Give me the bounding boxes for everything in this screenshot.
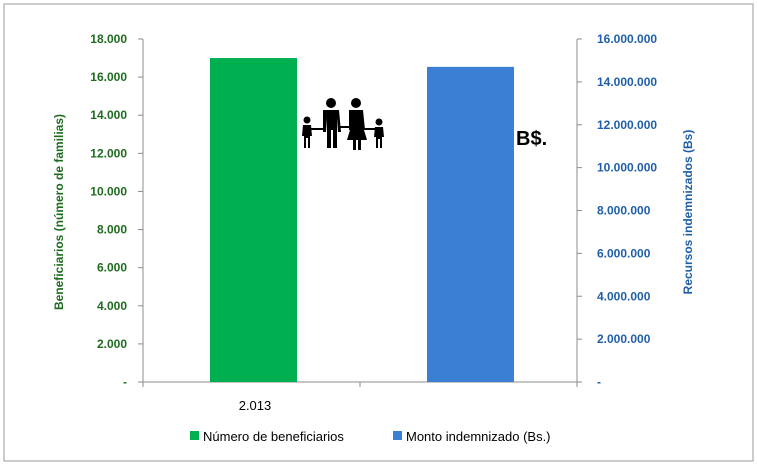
left-tick-label: - — [123, 375, 127, 389]
right-tick-label: 14.000.000 — [597, 75, 657, 89]
right-tick-label: - — [597, 375, 601, 389]
left-tick-label: 8.000 — [97, 223, 127, 237]
left-tick-label: 14.000 — [90, 108, 127, 122]
y-axis-label-left: Beneficiarios (número de familias) — [52, 114, 66, 310]
chart-frame — [3, 3, 754, 462]
y-axis-label-right: Recursos indemnizados (Bs) — [681, 130, 695, 295]
ticks-layer: - 2.000 4.000 6.000 8.000 10.000 12.000 14.000 1… — [90, 32, 657, 413]
legend: Número de beneficiarios Monto indemnizado… — [190, 429, 551, 444]
right-tick-label: 6.000.000 — [597, 246, 651, 260]
family-icon — [302, 98, 384, 150]
bar-beneficiarios — [210, 58, 297, 383]
left-tick-label: 18.000 — [90, 32, 127, 46]
left-tick-label: 4.000 — [97, 299, 127, 313]
right-tick-label: 12.000.000 — [597, 118, 657, 132]
left-tick-label: 10.000 — [90, 184, 127, 198]
left-tick-label: 16.000 — [90, 70, 127, 84]
legend-swatch — [393, 431, 402, 440]
left-tick-label: 6.000 — [97, 261, 127, 275]
right-tick-label: 2.000.000 — [597, 332, 651, 346]
x-category-label: 2.013 — [239, 398, 272, 413]
left-tick-label: 2.000 — [97, 337, 127, 351]
currency-annotation: B$. — [516, 128, 547, 150]
legend-label: Monto indemnizado (Bs.) — [406, 429, 551, 444]
bars-layer — [210, 58, 514, 383]
bar-monto — [427, 66, 514, 383]
right-tick-label: 4.000.000 — [597, 289, 651, 303]
legend-swatch — [190, 431, 199, 440]
left-tick-label: 12.000 — [90, 146, 127, 160]
legend-label: Número de beneficiarios — [203, 429, 344, 444]
right-tick-label: 10.000.000 — [597, 161, 657, 175]
right-tick-label: 16.000.000 — [597, 32, 657, 46]
right-tick-label: 8.000.000 — [597, 204, 651, 218]
